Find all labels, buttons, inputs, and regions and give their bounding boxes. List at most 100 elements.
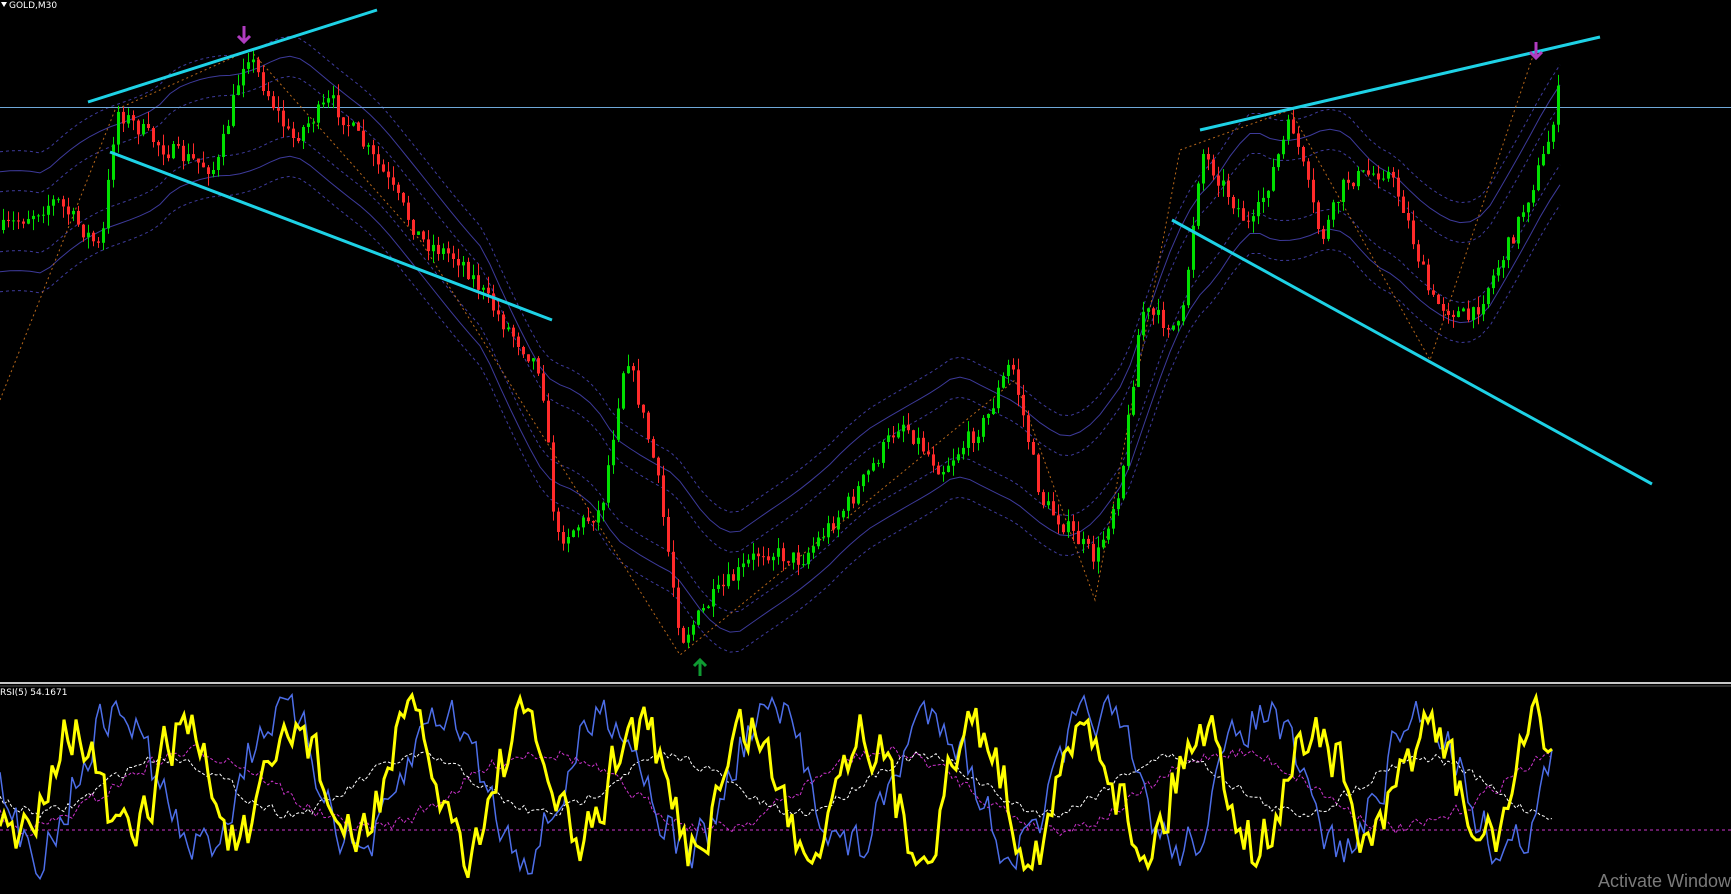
candle-body (647, 412, 650, 440)
candle-body (547, 400, 550, 443)
candle-body (782, 548, 785, 562)
candle-body (862, 474, 865, 487)
rsi-indicator-label: RSI(5) 54.1671 (0, 688, 68, 698)
candle-body (87, 232, 90, 238)
candle-body (1267, 190, 1270, 198)
candle-body (302, 127, 305, 141)
candle-body (1427, 264, 1430, 291)
candle-body (722, 584, 725, 587)
candle-body (1467, 308, 1470, 320)
candle-body (667, 517, 670, 552)
candle-body (1072, 521, 1075, 531)
candle-body (142, 124, 145, 135)
candle-body (1297, 133, 1300, 147)
candle-body (242, 68, 245, 86)
candle-body (322, 102, 325, 105)
candle-body (1422, 261, 1425, 265)
candle-body (442, 248, 445, 254)
candle-body (1087, 538, 1090, 544)
candle-body (432, 244, 435, 252)
candle-body (1322, 229, 1325, 239)
candle-body (277, 108, 280, 111)
candle-body (712, 589, 715, 607)
candle-body (607, 465, 610, 503)
candle-body (282, 110, 285, 127)
candle-body (1447, 310, 1450, 315)
candle-body (1542, 154, 1545, 166)
candle-body (672, 551, 675, 588)
candle-body (1107, 528, 1110, 540)
candle-body (1457, 311, 1460, 317)
candle-body (987, 414, 990, 418)
candle-body (1277, 154, 1280, 168)
candle-body (1227, 180, 1230, 197)
candle-body (587, 517, 590, 521)
candle-body (757, 553, 760, 557)
candle-body (227, 125, 230, 134)
candle-body (422, 231, 425, 240)
candle-body (982, 417, 985, 437)
arrow-head (692, 657, 708, 668)
candle-body (612, 439, 615, 466)
candle-body (812, 546, 815, 553)
main-pane[interactable] (0, 0, 1731, 682)
symbol-menu-icon[interactable] (1, 2, 7, 7)
candle-body (447, 248, 450, 254)
candle-body (1047, 501, 1050, 506)
candle-body (1137, 335, 1140, 387)
arrow-head (236, 34, 252, 45)
candle-body (1212, 159, 1215, 176)
candle-body (1492, 275, 1495, 289)
candle-body (7, 219, 10, 221)
candle-body (537, 358, 540, 374)
candle-body (632, 366, 635, 371)
candle-body (202, 162, 205, 168)
candle-body (1077, 530, 1080, 545)
candle-body (977, 436, 980, 443)
candle-body (417, 231, 420, 235)
envelope-band (0, 75, 1561, 553)
candle-body (887, 435, 890, 442)
candle-body (792, 552, 795, 563)
candle-body (1307, 161, 1310, 180)
candle-body (197, 158, 200, 163)
candle-body (937, 465, 940, 475)
candle-body (1257, 202, 1260, 217)
candle-body (67, 206, 70, 215)
candle-body (1557, 85, 1560, 125)
candle-body (347, 125, 350, 127)
candle-body (1067, 521, 1070, 533)
rsi-pane[interactable] (0, 687, 1731, 894)
candle-body (637, 370, 640, 405)
candle-body (642, 404, 645, 413)
candle-body (127, 115, 130, 124)
chart-title: GOLD,M30 (9, 1, 58, 11)
trendlines[interactable] (87, 8, 1653, 486)
candle-body (1412, 220, 1415, 245)
candle-body (107, 179, 110, 229)
candle-body (472, 275, 475, 280)
candle-body (1442, 304, 1445, 311)
candle-body (1487, 288, 1490, 305)
candle-body (132, 115, 135, 121)
candle-body (427, 239, 430, 252)
candle-body (1162, 309, 1165, 328)
candle-body (1197, 183, 1200, 226)
candle-body (1417, 244, 1420, 262)
candle-body (232, 95, 235, 126)
candle-body (877, 462, 880, 464)
candle-body (1172, 325, 1175, 330)
candle-body (387, 171, 390, 178)
candle-body (1512, 237, 1515, 244)
candle-body (1182, 305, 1185, 322)
candle-body (1372, 173, 1375, 175)
candle-body (752, 553, 755, 560)
candle-body (512, 327, 515, 337)
candle-body (1392, 171, 1395, 178)
candle-body (802, 564, 805, 566)
candle-body (397, 184, 400, 193)
candle-body (1472, 307, 1475, 320)
sell-arrow-icon (236, 26, 252, 45)
candle-body (1027, 415, 1030, 442)
